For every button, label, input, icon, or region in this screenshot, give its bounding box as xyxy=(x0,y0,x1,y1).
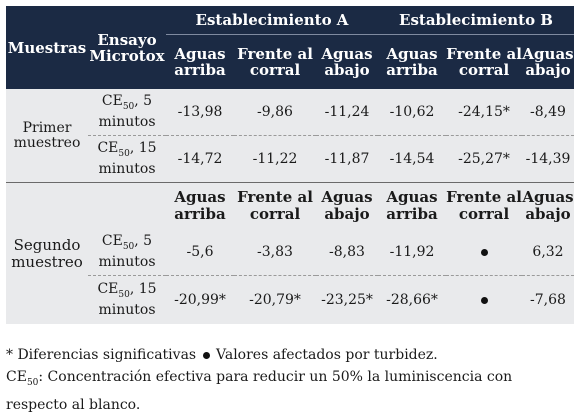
note-significance: * Diferencias significativas xyxy=(6,347,197,363)
subheader-col: Frente al corral xyxy=(234,182,316,229)
subheader-empty xyxy=(88,182,166,229)
turbidity-dot-icon xyxy=(480,248,488,256)
note-ce50-definition: : Concentración efectiva para reducir un… xyxy=(6,369,513,413)
value-cell: -11,22 xyxy=(234,135,316,183)
header-row-top: Muestras Ensayo Microtox Establecimiento… xyxy=(6,6,575,64)
value-cell xyxy=(446,229,522,276)
header-muestras: Muestras xyxy=(7,38,87,57)
group-label-primer: Primer muestreo xyxy=(6,89,88,183)
subheader-col: Aguas arriba xyxy=(166,182,234,229)
value-cell: -7,68 xyxy=(522,275,575,324)
ensayo-cell: CE50, 15 minutos xyxy=(88,135,166,183)
subheader-col: Frente al corral xyxy=(446,182,522,229)
note-line-2: CE50: Concentración efectiva para reduci… xyxy=(6,369,513,413)
subheader-col: Aguas abajo xyxy=(522,182,575,229)
header-col: Frente al corral xyxy=(446,45,522,79)
ensayo-cell: CE50, 5 minutos xyxy=(88,89,166,136)
value-cell: -14,39 xyxy=(522,135,575,183)
value-cell: -8,83 xyxy=(316,229,378,276)
subheader-col: Aguas arriba xyxy=(378,182,446,229)
value-cell: -11,24 xyxy=(316,89,378,136)
value-cell: -20,79* xyxy=(234,275,316,324)
value-cell: -11,87 xyxy=(316,135,378,183)
value-cell: -3,83 xyxy=(234,229,316,276)
results-table-container: Muestras Ensayo Microtox Establecimiento… xyxy=(6,6,575,324)
table-row: CE50, 15 minutos -20,99* -20,79* -23,25*… xyxy=(6,275,575,324)
header-establecimiento-b: Establecimiento B xyxy=(378,6,575,35)
value-cell: -14,54 xyxy=(378,135,446,183)
value-cell: -11,92 xyxy=(378,229,446,276)
header-col: Aguas arriba xyxy=(386,45,438,79)
value-cell: -13,98 xyxy=(166,89,234,136)
table-row: CE50, 5 minutos -5,6 -3,83 -8,83 -11,92 … xyxy=(6,229,575,276)
header-col: Aguas abajo xyxy=(522,45,574,79)
value-cell: -24,15* xyxy=(446,89,522,136)
value-cell: -14,72 xyxy=(166,135,234,183)
value-cell: -10,62 xyxy=(378,89,446,136)
value-cell: -9,86 xyxy=(234,89,316,136)
header-col: Aguas arriba xyxy=(174,45,226,79)
value-cell: -8,49 xyxy=(522,89,575,136)
note-turbidity: Valores afectados por turbidez. xyxy=(216,347,438,363)
value-cell: -23,25* xyxy=(316,275,378,324)
table-row: CE50, 15 minutos -14,72 -11,22 -11,87 -1… xyxy=(6,135,575,183)
ensayo-cell: CE50, 5 minutos xyxy=(88,229,166,276)
table-notes: * Diferencias significativas Valores afe… xyxy=(6,344,576,416)
microtox-results-table: Muestras Ensayo Microtox Establecimiento… xyxy=(6,6,575,324)
subheader-col: Aguas abajo xyxy=(316,182,378,229)
ensayo-cell: CE50, 15 minutos xyxy=(88,275,166,324)
header-establecimiento-a: Establecimiento A xyxy=(166,6,378,35)
turbidity-dot-icon xyxy=(202,351,210,359)
table-row: Primer muestreo CE50, 5 minutos -13,98 -… xyxy=(6,89,575,183)
subheader-row: Segundo muestreo Aguas arriba Frente al … xyxy=(6,182,575,324)
value-cell: 6,32 xyxy=(522,229,575,276)
value-cell: -28,66* xyxy=(378,275,446,324)
header-col: Frente al corral xyxy=(237,45,313,79)
value-cell: -20,99* xyxy=(166,275,234,324)
value-cell xyxy=(446,275,522,324)
turbidity-dot-icon xyxy=(480,296,488,304)
value-cell: -25,27* xyxy=(446,135,522,183)
value-cell: -5,6 xyxy=(166,229,234,276)
note-line-1: * Diferencias significativas Valores afe… xyxy=(6,344,576,366)
header-col: Aguas abajo xyxy=(321,45,373,79)
header-ensayo: Ensayo Microtox xyxy=(89,30,165,65)
group-label-segundo: Segundo muestreo xyxy=(6,182,88,324)
